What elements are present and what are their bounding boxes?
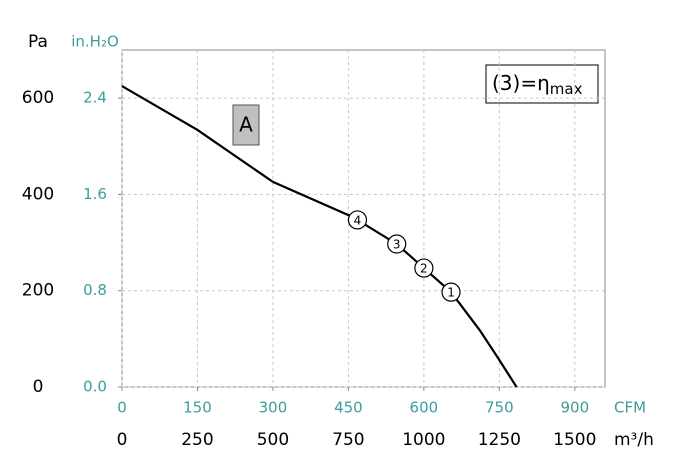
fan-curve [121, 85, 518, 388]
x2-tick-label: 750 [485, 399, 514, 417]
operating-point-label: 1 [447, 286, 455, 300]
operating-point [387, 234, 407, 254]
y2-tick-label: 2.4 [83, 89, 107, 107]
y2-tick-label: 0.0 [83, 378, 107, 396]
y2-tick-label: 0.8 [83, 281, 107, 299]
operating-point-label: 2 [420, 262, 428, 276]
x2-tick-label: 0 [117, 399, 127, 417]
x-tick-label: 1250 [478, 430, 521, 450]
operating-point-label: 4 [354, 213, 362, 227]
y-tick-label: 600 [22, 88, 54, 108]
x-tick-label: 750 [332, 430, 364, 450]
operating-point-label: 3 [393, 238, 401, 252]
x2-unit: CFM [614, 399, 646, 417]
x2-tick-label: 900 [560, 399, 589, 417]
x-tick-label: 250 [181, 430, 213, 450]
annotation-text: (3)=η [492, 71, 550, 95]
x-tick-label: 500 [257, 430, 289, 450]
x-unit: m³/h [614, 430, 654, 450]
x2-tick-label: 300 [259, 399, 288, 417]
annotation-box [485, 64, 599, 104]
x-tick-label: 1500 [553, 430, 596, 450]
curve-label-box [232, 104, 260, 146]
operating-point [441, 282, 461, 302]
x2-tick-label: 450 [334, 399, 363, 417]
y2-unit: in.H₂O [71, 33, 119, 51]
annotation-sub: max [550, 80, 583, 98]
curve-label: A [239, 113, 253, 137]
operating-point [414, 258, 434, 278]
x-tick-label: 0 [117, 430, 128, 450]
x2-tick-label: 150 [183, 399, 212, 417]
y-unit: Pa [28, 32, 48, 52]
y-tick-label: 400 [22, 184, 54, 204]
x2-tick-label: 600 [410, 399, 439, 417]
y-tick-label: 0 [33, 377, 44, 397]
x-tick-label: 1000 [402, 430, 445, 450]
y-tick-label: 200 [22, 281, 54, 301]
y2-tick-label: 1.6 [83, 185, 107, 203]
operating-point [347, 210, 368, 230]
